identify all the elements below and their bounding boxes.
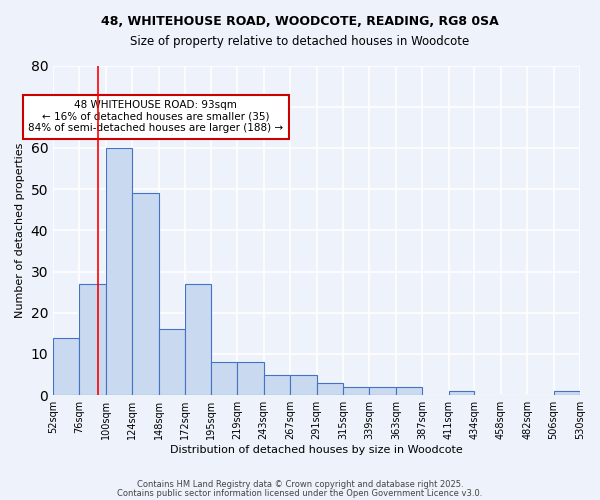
X-axis label: Distribution of detached houses by size in Woodcote: Distribution of detached houses by size …: [170, 445, 463, 455]
Bar: [106, 148, 133, 395]
Text: Contains public sector information licensed under the Open Government Licence v3: Contains public sector information licen…: [118, 488, 482, 498]
Bar: [53, 338, 79, 395]
Bar: [79, 284, 106, 395]
Bar: [237, 362, 263, 395]
Y-axis label: Number of detached properties: Number of detached properties: [15, 142, 25, 318]
Bar: [396, 387, 422, 395]
Bar: [159, 330, 185, 395]
Bar: [263, 374, 290, 395]
Bar: [370, 387, 396, 395]
Bar: [317, 383, 343, 395]
Text: Size of property relative to detached houses in Woodcote: Size of property relative to detached ho…: [130, 35, 470, 48]
Bar: [211, 362, 237, 395]
Bar: [343, 387, 370, 395]
Bar: [290, 374, 317, 395]
Bar: [133, 194, 159, 395]
Bar: [185, 284, 211, 395]
Text: 48, WHITEHOUSE ROAD, WOODCOTE, READING, RG8 0SA: 48, WHITEHOUSE ROAD, WOODCOTE, READING, …: [101, 15, 499, 28]
Bar: [554, 391, 580, 395]
Bar: [449, 391, 474, 395]
Text: Contains HM Land Registry data © Crown copyright and database right 2025.: Contains HM Land Registry data © Crown c…: [137, 480, 463, 489]
Text: 48 WHITEHOUSE ROAD: 93sqm
← 16% of detached houses are smaller (35)
84% of semi-: 48 WHITEHOUSE ROAD: 93sqm ← 16% of detac…: [28, 100, 283, 134]
